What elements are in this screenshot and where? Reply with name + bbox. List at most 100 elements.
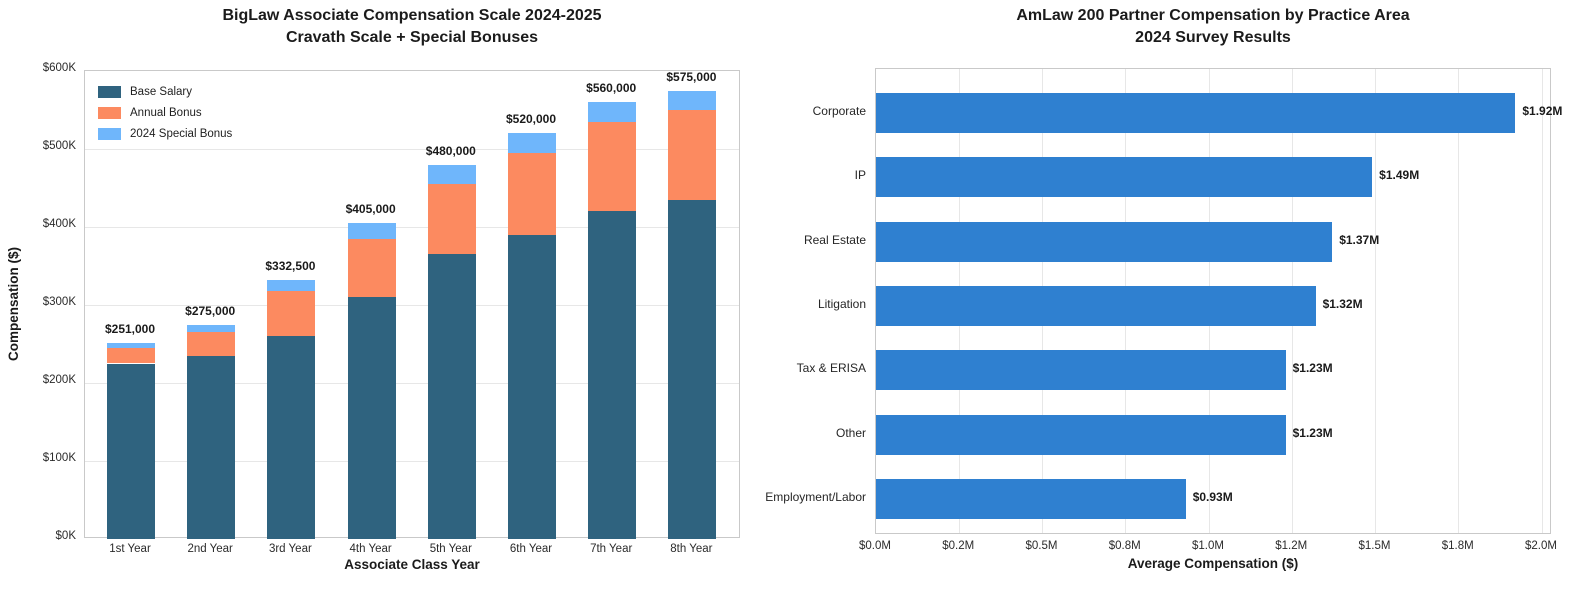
bar-total-label: $405,000 [345,202,396,217]
x-tick-label: $0.5M [1025,540,1058,552]
hbar-other [876,414,1286,455]
x-tick-label: 6th Year [509,543,553,555]
left-chart-subtitle: Cravath Scale + Special Bonuses [285,29,539,46]
category-label: Litigation [817,297,866,311]
grid-line [85,460,739,462]
bar-segment-base-salary [107,363,155,539]
y-tick-label: $600K [42,62,76,74]
bar-segment-annual-bonus [187,332,236,356]
x-tick-label: $0.2M [942,540,975,552]
right-chart-title-block: AmLaw 200 Partner Compensation by Practi… [875,5,1551,49]
x-tick-label: $1.5M [1358,540,1391,552]
y-tick-label: $0K [55,530,76,542]
category-label: IP [854,168,866,183]
bar-segment-2024-special-bonus [267,279,316,292]
category-label: Tax & ERISA [796,361,866,376]
right-plot-area [875,68,1551,534]
legend-swatch-2024-special-bonus [98,127,121,140]
bar-segment-annual-bonus [668,110,717,200]
grid-line [1541,69,1543,533]
category-label: Corporate [812,104,866,118]
hbar-real-estate [876,221,1333,262]
y-tick-label: $400K [42,218,76,230]
bar-total-label: $251,000 [104,322,156,337]
hbar-value-label: $1.37M [1339,232,1380,247]
bar-segment-2024-special-bonus [427,164,476,185]
x-tick-label: 5th Year [429,543,472,555]
bar-segment-base-salary [588,211,637,539]
hbar-tax-erisa [876,350,1286,391]
grid-line [85,304,739,306]
bar-total-label: $480,000 [425,143,476,158]
x-tick-label: 2nd Year [187,543,233,555]
bar-segment-annual-bonus [588,121,637,212]
legend-item-annual-bonus: Annual Bonus [98,102,232,123]
bar-segment-annual-bonus [267,291,316,337]
left-chart-title: BigLaw Associate Compensation Scale 2024… [222,7,602,24]
hbar-employment-labor [876,479,1186,519]
hbar-value-label: $1.92M [1522,104,1563,118]
category-label: Real Estate [803,232,866,247]
y-tick-label: $100K [42,452,76,464]
hbar-value-label: $1.49M [1379,168,1420,183]
left-x-axis-label: Associate Class Year [344,557,480,572]
bar-total-label: $520,000 [505,112,557,127]
right-x-axis-label: Average Compensation ($) [1127,556,1299,571]
x-tick-label: 3rd Year [268,543,312,555]
y-tick-label: $500K [42,140,76,152]
bar-total-label: $560,000 [586,81,637,96]
bar-segment-2024-special-bonus [347,223,396,239]
bar-total-label: $275,000 [185,303,236,318]
bar-segment-base-salary [668,199,717,539]
legend: Base Salary Annual Bonus 2024 Special Bonu… [98,81,232,144]
bar-segment-annual-bonus [508,152,556,235]
legend-item-2024-special-bonus: 2024 Special Bonus [98,123,232,144]
x-tick-label: $1.0M [1192,540,1224,552]
legend-label: 2024 Special Bonus [130,127,233,140]
hbar-value-label: $0.93M [1192,490,1233,504]
x-tick-label: $2.0M [1525,540,1557,552]
legend-item-base-salary: Base Salary [98,81,232,102]
grid-line [1375,69,1376,533]
bar-segment-annual-bonus [347,238,396,298]
y-tick-label: $200K [42,374,76,386]
hbar-ip [876,157,1373,198]
category-label: Employment/Labor [765,490,866,504]
legend-label: Base Salary [130,85,193,98]
grid-line [1458,69,1460,533]
hbar-corporate [876,93,1516,133]
bar-segment-2024-special-bonus [588,102,637,122]
right-chart-title: AmLaw 200 Partner Compensation by Practi… [1016,7,1410,24]
bar-segment-2024-special-bonus [107,343,155,348]
bar-segment-annual-bonus [107,347,155,364]
bar-segment-base-salary [347,297,396,539]
bar-total-label: $332,500 [265,258,316,273]
bar-segment-2024-special-bonus [508,133,556,153]
grid-line [85,226,739,228]
left-chart-title-block: BigLaw Associate Compensation Scale 2024… [84,5,740,49]
x-tick-label: 8th Year [670,543,713,555]
bar-segment-annual-bonus [427,184,476,255]
legend-swatch-annual-bonus [98,106,121,119]
hbar-value-label: $1.23M [1292,425,1333,440]
bar-segment-base-salary [267,336,316,539]
x-tick-label: 1st Year [109,543,151,555]
right-chart-subtitle: 2024 Survey Results [1135,29,1291,46]
x-tick-label: $1.8M [1441,540,1474,552]
bar-segment-base-salary [427,254,476,539]
left-plot-area: Base Salary Annual Bonus 2024 Special Bonu… [84,70,740,539]
x-tick-label: $0.8M [1108,540,1141,552]
x-tick-label: 7th Year [590,543,633,555]
bar-total-label: $575,000 [666,69,717,84]
bar-segment-base-salary [187,355,236,539]
x-tick-label: 4th Year [349,543,392,555]
bar-segment-2024-special-bonus [187,324,236,333]
x-tick-label: $0.0M [859,540,891,552]
category-label: Other [835,425,866,440]
x-tick-label: $1.2M [1275,540,1308,552]
bar-segment-base-salary [508,234,556,539]
legend-swatch-base-salary [98,85,121,98]
hbar-value-label: $1.23M [1292,361,1333,376]
hbar-litigation [876,286,1316,326]
